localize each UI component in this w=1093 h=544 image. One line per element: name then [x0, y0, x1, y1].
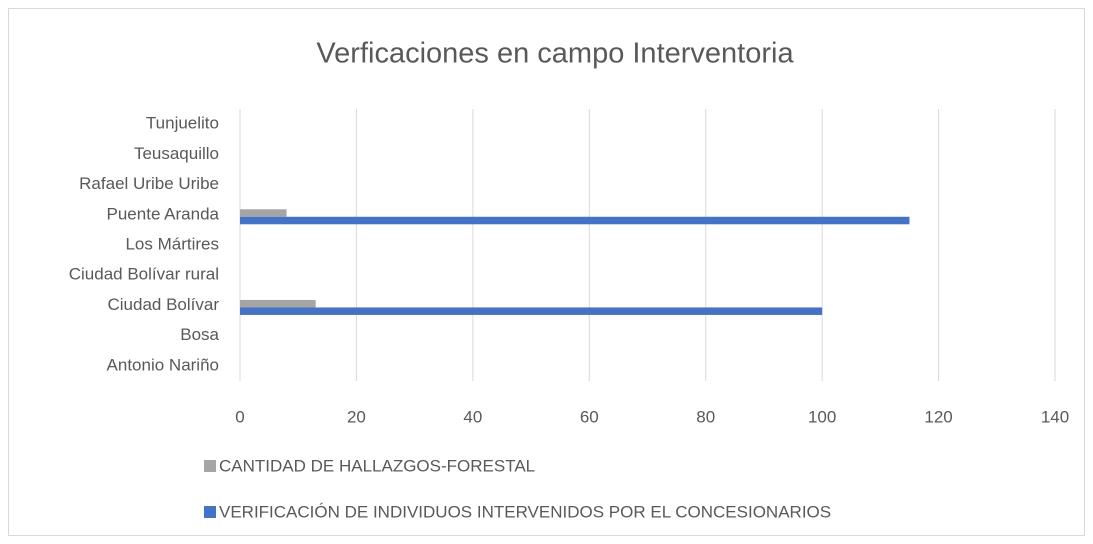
y-tick-label: Teusaquillo [134, 144, 219, 163]
bar [240, 216, 910, 225]
x-tick-label: 20 [347, 407, 366, 426]
chart-title: Verficaciones en campo Interventoria [316, 38, 794, 70]
bar [240, 299, 316, 308]
x-tick-label: 60 [580, 407, 599, 426]
x-tick-label: 100 [808, 407, 836, 426]
legend-label: VERIFICACIÓN DE INDIVIDUOS INTERVENIDOS … [219, 502, 831, 521]
y-tick-label: Antonio Nariño [107, 355, 219, 374]
y-tick-label: Ciudad Bolívar rural [69, 265, 219, 284]
y-tick-label: Rafael Uribe Uribe [79, 174, 219, 193]
bar [240, 307, 823, 315]
y-tick-label: Tunjuelito [146, 114, 219, 133]
bar [240, 209, 287, 217]
legend-swatch [204, 460, 216, 472]
y-tick-label: Los Mártires [125, 234, 219, 253]
y-tick-label: Ciudad Bolívar [107, 295, 219, 314]
chart-frame [8, 8, 1085, 536]
x-tick-label: 0 [235, 407, 244, 426]
x-tick-label: 80 [696, 407, 715, 426]
y-tick-label: Bosa [180, 325, 219, 344]
legend-swatch [204, 506, 216, 518]
x-tick-label: 40 [463, 407, 482, 426]
x-tick-label: 140 [1041, 407, 1069, 426]
legend-label: CANTIDAD DE HALLAZGOS-FORESTAL [219, 456, 535, 475]
x-tick-label: 120 [924, 407, 952, 426]
y-tick-label: Puente Aranda [107, 204, 220, 223]
